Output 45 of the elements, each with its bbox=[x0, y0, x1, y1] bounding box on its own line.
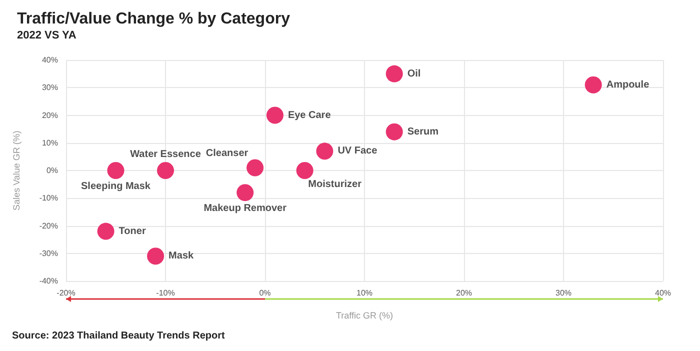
point bbox=[266, 106, 284, 124]
annotation: Toner bbox=[118, 226, 146, 237]
source-note: Source: 2023 Thailand Beauty Trends Report bbox=[12, 330, 226, 342]
y-tick-label: -30% bbox=[39, 248, 58, 258]
x-tick-label: 20% bbox=[456, 288, 472, 298]
y-tick-label: 30% bbox=[42, 83, 58, 92]
point bbox=[236, 184, 254, 202]
annotation: Makeup Remover bbox=[204, 203, 287, 214]
point bbox=[584, 76, 602, 94]
y-axis-title: Sales Value GR (%) bbox=[12, 130, 22, 210]
point bbox=[107, 162, 124, 179]
point bbox=[97, 222, 114, 240]
point bbox=[157, 162, 174, 179]
point bbox=[386, 123, 403, 140]
annotation: Oil bbox=[407, 68, 421, 80]
x-tick-label: 40% bbox=[654, 288, 672, 298]
x-tick-label: -10% bbox=[156, 288, 175, 298]
annotation: Cleanser bbox=[206, 148, 248, 160]
x-axis-title: Traffic GR (%) bbox=[336, 310, 394, 320]
annotation: UV Face bbox=[338, 146, 378, 157]
point bbox=[386, 65, 403, 82]
annotation: Water Essence bbox=[130, 149, 202, 160]
chart-title: Traffic/Value Change % by Category bbox=[17, 10, 290, 28]
annotation: Sleeping Mask bbox=[81, 181, 151, 192]
annotation: Eye Care bbox=[288, 110, 332, 121]
x-tick-label: 0% bbox=[259, 288, 271, 298]
x-tick-label: -20% bbox=[56, 288, 76, 298]
annotation: Mask bbox=[168, 250, 194, 262]
point bbox=[246, 159, 264, 176]
annotation: Serum bbox=[407, 126, 439, 138]
y-tick-label: -40% bbox=[39, 276, 58, 286]
x-tick-label: 10% bbox=[356, 288, 373, 298]
annotation: Moisturizer bbox=[308, 179, 362, 190]
y-tick-label: 0% bbox=[46, 166, 58, 175]
y-tick-label: 40% bbox=[42, 56, 58, 64]
point bbox=[147, 248, 164, 265]
y-tick-label: 20% bbox=[42, 110, 58, 120]
y-tick-label: -20% bbox=[39, 221, 58, 230]
chart-subtitle: 2022 VS YA bbox=[17, 30, 76, 42]
annotation: Ampoule bbox=[606, 79, 650, 90]
x-tick-label: 30% bbox=[555, 288, 572, 298]
y-tick-label: 10% bbox=[42, 138, 58, 148]
y-tick-label: -10% bbox=[39, 194, 58, 203]
point bbox=[296, 162, 314, 179]
point bbox=[316, 142, 334, 160]
